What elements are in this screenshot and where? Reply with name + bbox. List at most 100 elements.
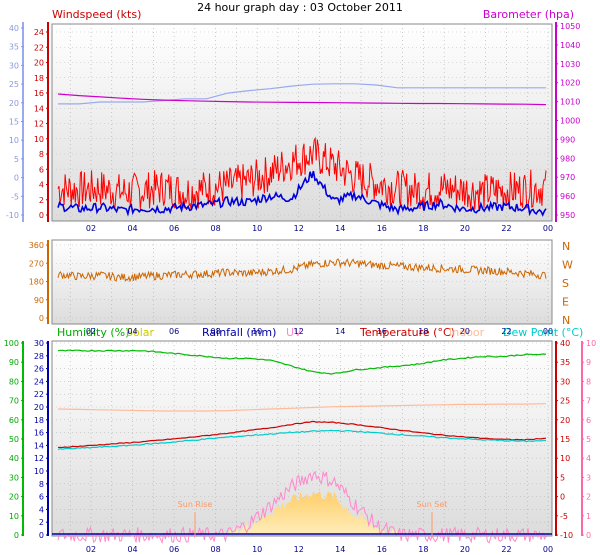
- x-tick: 16: [377, 545, 387, 554]
- humidity-tick: 30: [9, 473, 19, 482]
- x-tick: 04: [127, 224, 137, 233]
- rain-tick: 4: [39, 505, 44, 514]
- x-tick: 04: [127, 545, 137, 554]
- barometer-line: [57, 93, 547, 106]
- wind-tick: 16: [34, 89, 44, 98]
- rain-tick: 18: [34, 416, 44, 425]
- humidity-tick: 80: [9, 377, 19, 386]
- x-tick: 06: [169, 327, 179, 336]
- temperature-tick: 10: [560, 454, 570, 463]
- wind-tick: 18: [34, 74, 44, 83]
- legend-temperature: Temperature (°C): [359, 326, 455, 339]
- x-tick: 14: [335, 545, 345, 554]
- rain-tick: 20: [34, 403, 44, 412]
- x-tick: 12: [294, 327, 304, 336]
- rain-tick: 16: [34, 429, 44, 438]
- wind-tick: 24: [34, 28, 44, 37]
- far-left-tick: -10: [6, 211, 19, 220]
- barometer-tick: 1000: [560, 117, 580, 126]
- uv-tick: 9: [586, 358, 591, 367]
- rain-tick: 22: [34, 390, 44, 399]
- dewpoint-line: [57, 429, 547, 450]
- humidity-tick: 60: [9, 416, 19, 425]
- x-tick: 12: [294, 224, 304, 233]
- wind-direction-line: [57, 258, 547, 283]
- wind-tick: 12: [34, 120, 44, 129]
- sunrise-label: Sun Rise: [178, 500, 213, 509]
- direction-tick: 180: [29, 278, 44, 287]
- barometer-tick: 970: [560, 173, 575, 182]
- uv-tick: 1: [586, 512, 591, 521]
- uv-tick: 8: [586, 377, 591, 386]
- humidity-tick: 0: [14, 531, 19, 540]
- temperature-tick: 25: [560, 397, 570, 406]
- x-tick: 08: [211, 545, 221, 554]
- rain-tick: 0: [39, 531, 44, 540]
- barometer-tick: 1010: [560, 98, 580, 107]
- x-tick: 22: [501, 545, 511, 554]
- x-tick: 10: [252, 545, 262, 554]
- x-tick: 02: [86, 545, 96, 554]
- direction-tick: 360: [29, 241, 44, 250]
- chart-title: 24 hour graph day : 03 October 2011: [197, 1, 403, 14]
- legend-uv: UV: [286, 326, 302, 339]
- x-tick: 20: [460, 545, 470, 554]
- legend-humidity: Humidity (%): [57, 326, 129, 339]
- direction-letter: W: [562, 259, 573, 272]
- wind-tick: 8: [39, 150, 44, 159]
- uv-line: [57, 470, 547, 545]
- far-left-tick: 10: [9, 136, 19, 145]
- rain-tick: 10: [34, 467, 44, 476]
- wind-tick: 14: [34, 104, 44, 113]
- far-left-tick: 25: [9, 80, 19, 89]
- legend-rainfall: Rainfall (mm): [202, 326, 276, 339]
- barometer-tick: 1030: [560, 60, 580, 69]
- barometer-tick: 980: [560, 154, 575, 163]
- uv-tick: 5: [586, 435, 591, 444]
- legend-dewpoint: Dew Point (°C): [503, 326, 583, 339]
- far-left-tick: 0: [14, 174, 19, 183]
- far-left-tick: 20: [9, 99, 19, 108]
- wind-tick: 10: [34, 135, 44, 144]
- wind-tick: 0: [39, 211, 44, 220]
- solar-area: [58, 490, 546, 535]
- uv-tick: 7: [586, 397, 591, 406]
- x-tick: 22: [501, 327, 511, 336]
- uv-tick: 3: [586, 473, 591, 482]
- rain-tick: 2: [39, 518, 44, 527]
- humidity-tick: 90: [9, 358, 19, 367]
- rain-tick: 12: [34, 454, 44, 463]
- far-left-tick: 5: [14, 155, 19, 164]
- barometer-tick: 1040: [560, 41, 580, 50]
- rain-tick: 26: [34, 365, 44, 374]
- rain-tick: 30: [34, 339, 44, 348]
- direction-letter: N: [562, 314, 570, 327]
- x-tick: 18: [418, 327, 428, 336]
- temperature-line: [57, 420, 547, 449]
- uv-tick: 10: [586, 339, 596, 348]
- x-tick: 04: [127, 327, 137, 336]
- barometer-tick: 1050: [560, 22, 580, 31]
- humidity-line: [57, 349, 547, 375]
- direction-letter: S: [562, 277, 569, 290]
- x-tick: 14: [335, 224, 345, 233]
- far-left-tick: -5: [11, 192, 19, 201]
- barometer-tick: 950: [560, 211, 575, 220]
- chart-dynamic-layer: 4035302520151050-5-102422201816141210864…: [4, 22, 596, 554]
- humidity-tick: 10: [9, 512, 19, 521]
- sunset-label: Sun Set: [417, 500, 448, 509]
- x-tick: 10: [252, 327, 262, 336]
- rain-tick: 24: [34, 377, 44, 386]
- far-left-tick: 15: [9, 118, 19, 127]
- x-tick: 10: [252, 224, 262, 233]
- humidity-tick: 40: [9, 454, 19, 463]
- barometer-tick: 990: [560, 135, 575, 144]
- rain-tick: 28: [34, 352, 44, 361]
- barometer-line-2: [58, 83, 546, 105]
- barometer-tick: 1020: [560, 79, 580, 88]
- temperature-tick: 0: [560, 493, 565, 502]
- x-tick: 02: [86, 224, 96, 233]
- wind-panel-plot: [51, 23, 553, 222]
